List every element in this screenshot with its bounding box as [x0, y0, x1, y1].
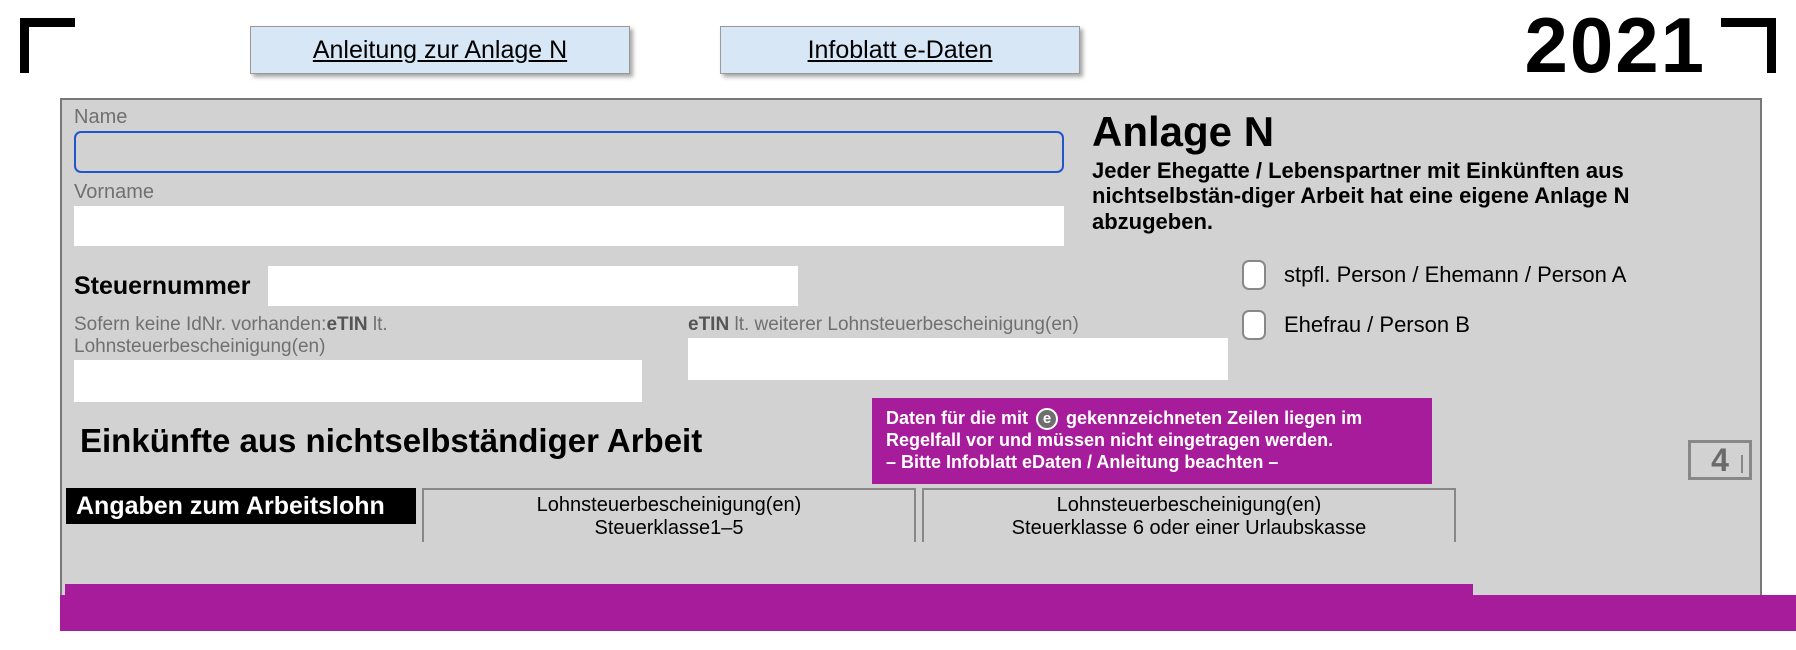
title-block: Anlage N Jeder Ehegatte / Lebenspartner … [1092, 108, 1732, 234]
name-input[interactable] [74, 131, 1064, 173]
page-indicator-tick [1741, 455, 1743, 473]
vorname-input[interactable] [74, 206, 1064, 246]
person-b-checkbox[interactable] [1242, 310, 1266, 340]
person-a-label: stpfl. Person / Ehemann / Person A [1284, 262, 1626, 287]
form-anlage-n: 1 2 3 4 Name Vorname Anlage N Jeder Eheg… [60, 98, 1762, 598]
col2-line1: Lohnsteuerbescheinigung(en) [944, 494, 1434, 517]
angaben-heading: Angaben zum Arbeitslohn [66, 488, 416, 524]
form-title: Anlage N [1092, 108, 1732, 156]
etin1-input[interactable] [74, 360, 642, 402]
form-subtitle: Jeder Ehegatte / Lebenspartner mit Einkü… [1092, 158, 1732, 234]
edaten-line1a: Daten für die mit [886, 408, 1033, 428]
etin2-block: eTIN lt. weiterer Lohnsteuerbescheinigun… [688, 314, 1228, 402]
steuernummer-row: Steuernummer [74, 266, 1074, 306]
e-badge-icon: e [1036, 408, 1058, 430]
name-label: Name [74, 106, 1064, 129]
steuernummer-label: Steuernummer [74, 272, 250, 301]
anleitung-button[interactable]: Anleitung zur Anlage N [250, 26, 630, 74]
etin1-label: Sofern keine IdNr. vorhanden:eTIN lt. Lo… [74, 314, 642, 358]
etin2-input[interactable] [688, 338, 1228, 380]
edaten-notice: Daten für die mit e gekennzeichneten Zei… [872, 398, 1432, 484]
person-b-row: Ehefrau / Person B [1242, 310, 1732, 340]
col2-line2: Steuerklasse 6 oder einer Urlaubskasse [944, 517, 1434, 540]
year-label: 2021 [1524, 0, 1706, 91]
column-header-1: Lohnsteuerbescheinigung(en) Steuerklasse… [422, 488, 916, 542]
edaten-line2: – Bitte Infoblatt eDaten / Anleitung bea… [886, 452, 1278, 472]
column-header-2: Lohnsteuerbescheinigung(en) Steuerklasse… [922, 488, 1456, 542]
steuernummer-input[interactable] [268, 266, 798, 306]
col1-line1: Lohnsteuerbescheinigung(en) [444, 494, 894, 517]
page-indicator-box: 4 [1688, 440, 1752, 480]
infoblatt-button[interactable]: Infoblatt e-Daten [720, 26, 1080, 74]
vorname-label: Vorname [74, 181, 1064, 204]
etin-row: Sofern keine IdNr. vorhanden:eTIN lt. Lo… [74, 314, 1224, 402]
etin2-label: eTIN lt. weiterer Lohnsteuerbescheinigun… [688, 314, 1228, 336]
person-a-checkbox[interactable] [1242, 260, 1266, 290]
person-checks: stpfl. Person / Ehemann / Person A Ehefr… [1242, 260, 1732, 360]
sub-header-row: Angaben zum Arbeitslohn Lohnsteuerbesche… [66, 488, 1460, 542]
magenta-strip-outer [60, 595, 1796, 631]
person-b-label: Ehefrau / Person B [1284, 312, 1470, 337]
section-title: Einkünfte aus nichtselbständiger Arbeit [80, 422, 702, 460]
person-a-row: stpfl. Person / Ehemann / Person A [1242, 260, 1732, 290]
etin1-block: Sofern keine IdNr. vorhanden:eTIN lt. Lo… [74, 314, 642, 402]
page-indicator-number: 4 [1711, 442, 1729, 479]
col1-line2: Steuerklasse1–5 [444, 517, 894, 540]
name-section: Name Vorname [74, 106, 1064, 246]
